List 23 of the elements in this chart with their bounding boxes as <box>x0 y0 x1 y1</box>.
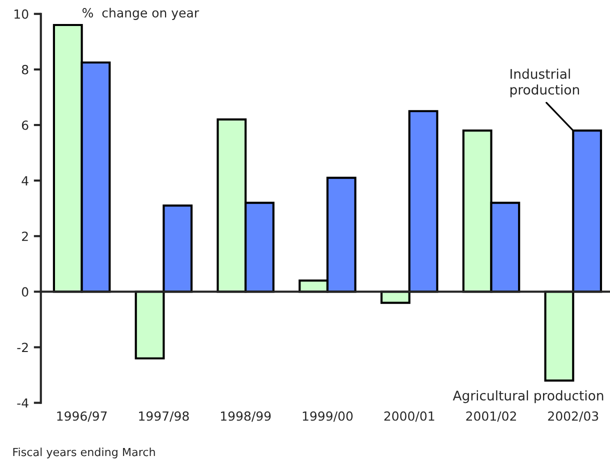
text: Fiscal years ending March <box>13 448 155 458</box>
y-tick-label: 4 <box>22 176 28 186</box>
x-tick-label: 2000/01 <box>384 411 434 422</box>
x-tick-label: 1997/98 <box>139 411 189 422</box>
y-tick-label: 2 <box>22 232 28 241</box>
y-tick-label: 10 <box>14 9 28 19</box>
x-tick-label: 1996/97 <box>57 411 107 422</box>
y-tick-label: 8 <box>22 64 28 74</box>
x-tick-label: 2002/03 <box>548 411 598 422</box>
text: Industrial production <box>510 68 579 98</box>
bar <box>134 290 165 360</box>
x-tick-label: 2001/02 <box>466 411 516 422</box>
series-label: Agricultural production <box>452 390 604 404</box>
y-tick-label: 6 <box>22 120 28 130</box>
y-axis-title: % change on year <box>82 8 200 20</box>
bar <box>162 204 193 293</box>
x-tick-label: 1998/99 <box>221 411 271 422</box>
bar <box>544 290 574 382</box>
y-tick-label: 0 <box>22 287 28 297</box>
y-tick-label: -2 <box>17 342 28 352</box>
y-tick-label: -4 <box>17 398 28 408</box>
x-tick-label: 1999/00 <box>302 411 353 422</box>
bar <box>408 110 438 293</box>
